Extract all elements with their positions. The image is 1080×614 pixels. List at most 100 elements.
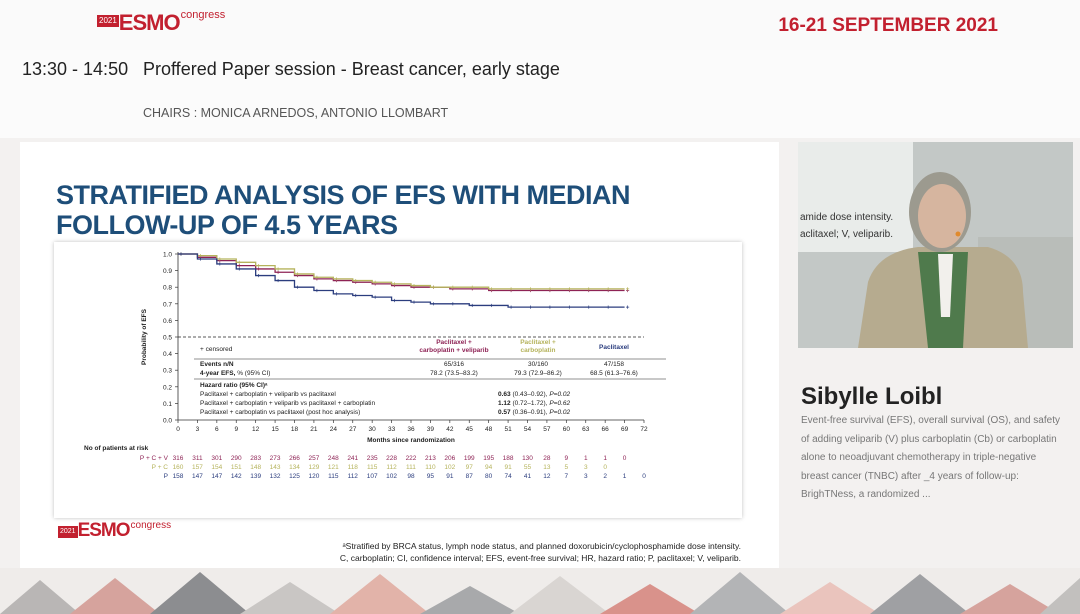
session-title: Proffered Paper session - Breast cancer,… [143, 59, 560, 79]
at-risk-value: 102 [444, 464, 455, 471]
at-risk-value: 257 [308, 455, 319, 462]
table-col-header: Paclitaxel [599, 344, 629, 351]
x-tick-label: 69 [621, 426, 629, 433]
x-tick-label: 54 [524, 426, 532, 433]
at-risk-value: 154 [211, 464, 222, 471]
hr-ci: (0.36–0.91), [512, 409, 549, 416]
at-risk-value: 125 [289, 473, 300, 480]
hr-p: P=0.02 [549, 409, 570, 416]
at-risk-value: 0 [603, 464, 607, 471]
x-tick-label: 27 [349, 426, 357, 433]
at-risk-value: 241 [347, 455, 358, 462]
at-risk-row-label: P [164, 473, 168, 480]
at-risk-value: 1 [623, 473, 627, 480]
x-tick-label: 3 [196, 426, 200, 433]
x-tick-label: 45 [466, 426, 474, 433]
y-tick-label: 0.9 [163, 268, 172, 275]
y-tick-label: 0.2 [163, 384, 172, 391]
at-risk-value: 95 [427, 473, 435, 480]
efs-label-main: 4-year EFS, [200, 370, 237, 377]
at-risk-value: 195 [483, 455, 494, 462]
abstract-text: Event-free survival (EFS), overall survi… [801, 415, 1060, 500]
km-chart: 0.00.10.20.30.40.50.60.70.80.91.00 3 6 9 12 1… [84, 252, 666, 480]
at-risk-value: 94 [485, 464, 493, 471]
at-risk-value: 1 [584, 455, 588, 462]
x-tick-label: 12 [252, 426, 260, 433]
esmo-logo: 2021 ESMO congress [97, 10, 225, 36]
efs-value: 78.2 (73.5–83.2) [430, 370, 478, 377]
at-risk-value: 2 [603, 473, 607, 480]
x-tick-label: 39 [427, 426, 435, 433]
hr-row-label: Paclitaxel + carboplatin + veliparib vs … [200, 400, 375, 407]
at-risk-value: 283 [250, 455, 261, 462]
km-plot-panel: 0.0 0.1 0.2 0.3 0.4 0.5 0.6 0.7 0.8 0.9 1.0 0 3 6 9 12 1… [54, 242, 742, 518]
at-risk-value: 147 [211, 473, 222, 480]
x-tick-label: 33 [388, 426, 396, 433]
x-axis-label: Months since randomization [367, 437, 455, 444]
at-risk-value: 0 [623, 455, 627, 462]
km-curve-0 [178, 253, 625, 292]
at-risk-value: 228 [386, 455, 397, 462]
y-tick-label: 0.8 [163, 285, 172, 292]
footnote-line-2: C, carboplatin; CI, confidence interval;… [339, 553, 741, 563]
speaker-name: Sibylle Loibl [801, 383, 943, 410]
y-tick-label: 1.0 [163, 252, 172, 259]
y-tick-label: 0.4 [163, 351, 172, 358]
y-axis-label: Probability of EFS [141, 308, 148, 365]
top-bar: 2021 ESMO congress 16-21 SEPTEMBER 2021 [0, 0, 1080, 51]
x-tick-label: 18 [291, 426, 299, 433]
at-risk-value: 158 [173, 473, 184, 480]
table-col-header: Paclitaxel + [436, 339, 472, 346]
y-tick-label: 0.3 [163, 368, 172, 375]
at-risk-value: 157 [192, 464, 203, 471]
at-risk-value: 266 [289, 455, 300, 462]
at-risk-value: 188 [503, 455, 514, 462]
x-tick-label: 42 [446, 426, 454, 433]
at-risk-value: 1 [603, 455, 607, 462]
at-risk-row-label: P + C [152, 464, 169, 471]
at-risk-value: 80 [485, 473, 493, 480]
slide-footnote: ᵃStratified by BRCA status, lymph node s… [221, 540, 741, 564]
at-risk-value: 107 [367, 473, 378, 480]
at-risk-value: 112 [386, 464, 397, 471]
at-risk-value: 97 [466, 464, 474, 471]
table-col-header: Paclitaxel + [520, 339, 556, 346]
x-tick-label: 36 [407, 426, 415, 433]
hr-value: 1.12 [498, 400, 512, 407]
at-risk-value: 206 [444, 455, 455, 462]
x-tick-label: 66 [602, 426, 610, 433]
x-tick-label: 6 [215, 426, 219, 433]
at-risk-value: 110 [425, 464, 436, 471]
table-col-header: carboplatin + veliparib [419, 347, 488, 354]
at-risk-value: 143 [270, 464, 281, 471]
y-tick-label: 0.6 [163, 318, 172, 325]
at-risk-value: 7 [565, 473, 569, 480]
hr-p: P=0.02 [549, 391, 570, 398]
at-risk-value: 160 [173, 464, 184, 471]
hr-row-value: 1.12 (0.72–1.72), P=0.62 [498, 400, 570, 407]
at-risk-value: 0 [642, 473, 646, 480]
km-curve-2 [178, 253, 625, 308]
x-tick-label: 57 [543, 426, 551, 433]
at-risk-value: 115 [367, 464, 378, 471]
efs-label-unit: % (95% CI) [237, 370, 270, 377]
at-risk-value: 134 [289, 464, 300, 471]
slide-esmo-logo: 2021 ESMO congress [58, 520, 171, 542]
slide-logo-suffix: congress [130, 520, 172, 531]
x-tick-label: 24 [330, 426, 338, 433]
y-tick-label: 0.0 [163, 418, 172, 425]
at-risk-value: 121 [328, 464, 339, 471]
x-tick-label: 9 [234, 426, 238, 433]
slide-logo-year: 2021 [58, 526, 78, 538]
at-risk-value: 316 [173, 455, 184, 462]
footnote-line-1: ᵃStratified by BRCA status, lymph node s… [342, 541, 741, 551]
logo-suffix: congress [180, 9, 226, 21]
censored-legend: + censored [200, 346, 233, 353]
at-risk-value: 132 [270, 473, 281, 480]
at-risk-title: No of patients at risk [84, 445, 149, 452]
hr-p: P=0.62 [549, 400, 570, 407]
session-chairs: CHAIRS : MONICA ARNEDOS, ANTONIO LLOMBAR… [143, 106, 449, 120]
at-risk-value: 235 [367, 455, 378, 462]
session-bar [0, 50, 1080, 138]
at-risk-value: 290 [231, 455, 242, 462]
